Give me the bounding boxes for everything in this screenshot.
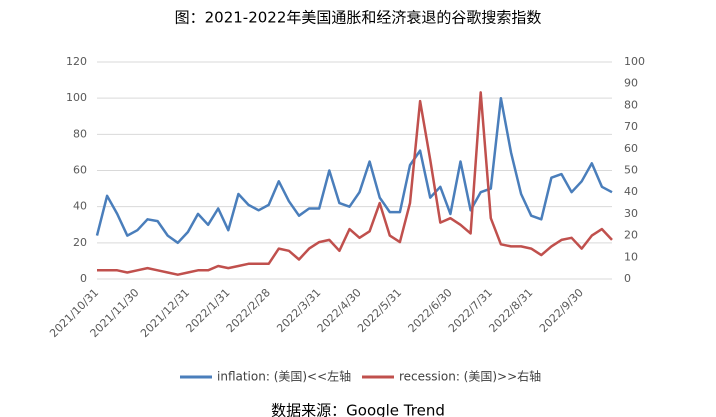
y2-tick-label: 30 [624,207,638,220]
series-line [97,91,613,276]
series-line [95,96,613,245]
y2-tick-label: 60 [624,142,638,155]
y2-tick-label: 90 [624,77,638,90]
source-note: 数据来源：Google Trend [271,402,445,417]
x-tick-label: 2022/5/31 [355,286,404,335]
y-tick-label: 120 [66,55,87,68]
x-tick-label: 2022/8/31 [486,286,535,335]
y-tick-label: 20 [73,236,87,249]
y2-tick-label: 20 [624,229,638,242]
legend-label: recession: (美国)>>右轴 [399,369,541,384]
x-tick-label: 2022/2/28 [224,286,273,335]
y2-tick-label: 70 [624,120,638,133]
y2-tick-label: 0 [624,272,631,285]
y-tick-label: 40 [73,200,87,213]
legend-label: inflation: (美国)<<左轴 [217,369,351,384]
y-tick-label: 80 [73,127,87,140]
y2-tick-label: 10 [624,250,638,263]
y2-tick-label: 80 [624,98,638,111]
y-tick-label: 60 [73,164,87,177]
y2-tick-label: 50 [624,164,638,177]
y2-tick-label: 100 [624,55,645,68]
y-tick-label: 100 [66,91,87,104]
y2-tick-label: 40 [624,185,638,198]
y-tick-label: 0 [80,272,87,285]
x-tick-label: 2022/9/30 [537,286,586,335]
x-tick-label: 2021/12/31 [138,286,192,340]
chart-title: 图：2021-2022年美国通胀和经济衰退的谷歌搜索指数 [175,9,542,27]
